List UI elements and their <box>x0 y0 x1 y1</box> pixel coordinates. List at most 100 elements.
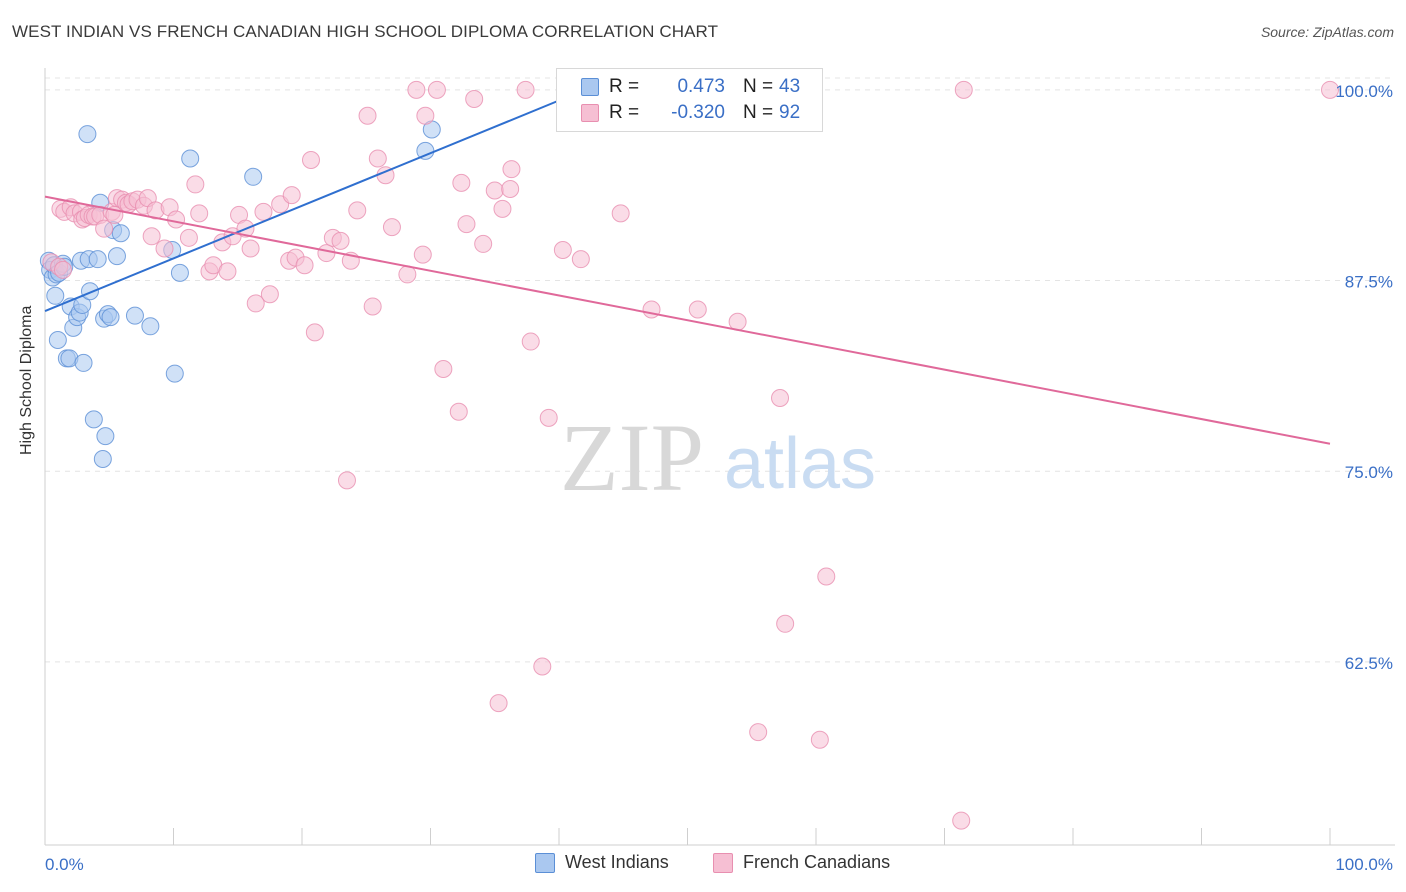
french-canadians-point <box>382 218 401 237</box>
legend-swatch-blue <box>581 78 599 96</box>
french-canadians-point <box>611 204 630 223</box>
french-canadians-point <box>954 80 973 99</box>
french-canadians-point <box>553 241 572 260</box>
west-indians-point <box>165 364 184 383</box>
french-canadians-point <box>167 210 186 229</box>
french-canadians-point <box>489 694 508 713</box>
west-indians-point <box>93 450 112 469</box>
watermark-zip: ZIP <box>560 404 704 511</box>
series-label-french-canadians: French Canadians <box>743 852 891 872</box>
french-canadians-point <box>571 250 590 269</box>
french-canadians-point <box>817 567 836 586</box>
french-canadians-point <box>502 160 521 179</box>
west-indians-point <box>48 331 67 350</box>
french-canadians-point <box>776 614 795 633</box>
series-legend-west-indians: West Indians <box>535 852 669 873</box>
west-indians-point <box>181 149 200 168</box>
french-canadians-point <box>305 323 324 342</box>
legend-r-label: R = <box>609 102 640 123</box>
french-canadians-point <box>771 389 790 408</box>
french-canadians-trendline <box>44 195 1331 445</box>
french-canadians-point <box>301 151 320 170</box>
french-canadians-point <box>427 80 446 99</box>
chart-title: WEST INDIAN VS FRENCH CANADIAN HIGH SCHO… <box>12 22 719 41</box>
y-tick-label: 87.5% <box>1345 273 1393 292</box>
french-canadians-point <box>521 332 540 351</box>
y-tick-label: 62.5% <box>1345 654 1393 673</box>
series-legend: West Indians French Canadians <box>0 852 1406 876</box>
french-canadians-point <box>749 723 768 742</box>
french-canadians-point <box>368 149 387 168</box>
french-canadians-point <box>407 80 426 99</box>
y-tick-label: 75.0% <box>1345 463 1393 482</box>
west-indians-point <box>125 306 144 325</box>
west-indians-point <box>141 317 160 336</box>
french-canadians-point <box>282 186 301 205</box>
legend-n-label: N = <box>743 102 774 123</box>
west-indians-point <box>80 282 99 301</box>
french-canadians-point <box>218 262 237 281</box>
legend-row-west-indians: R = 0.473 N = 43 <box>581 75 800 99</box>
west-indians-point <box>101 308 120 327</box>
french-canadians-point <box>474 234 493 253</box>
french-canadians-point <box>241 239 260 258</box>
french-canadians-point <box>95 219 114 238</box>
french-canadians-point <box>254 202 273 221</box>
west-indians-point <box>84 410 103 429</box>
chart-source: Source: ZipAtlas.com <box>1260 24 1394 40</box>
legend-n-value: 92 <box>779 102 801 123</box>
french-canadians-point <box>358 106 377 125</box>
axes-layer <box>44 68 1395 846</box>
grid-layer <box>45 77 1395 663</box>
french-canadians-point <box>179 228 198 247</box>
west-indians-point <box>107 247 126 266</box>
legend-swatch-pink <box>581 104 599 122</box>
correlation-legend: R = 0.473 N = 43 R = -0.320 N = 92 <box>556 68 823 132</box>
french-canadians-point <box>539 408 558 427</box>
west-indians-trendline <box>44 99 560 312</box>
french-canadians-point <box>501 179 520 198</box>
legend-r-label: R = <box>609 76 640 97</box>
y-tick-label: 100.0% <box>1335 82 1393 101</box>
watermark: ZIP atlas <box>560 404 876 511</box>
x-tick-label-min: 0.0% <box>45 855 84 874</box>
french-canadians-point <box>452 173 471 192</box>
series-swatch-pink <box>713 852 733 873</box>
french-canadians-point <box>642 300 661 319</box>
series-label-west-indians: West Indians <box>565 852 669 872</box>
french-canadians-point <box>449 402 468 421</box>
series-legend-french-canadians: French Canadians <box>713 852 890 873</box>
west-indians-point <box>88 250 107 269</box>
x-tick-label-max: 100.0% <box>1335 855 1393 874</box>
series-swatch-blue <box>535 852 555 873</box>
west-indians-point <box>170 263 189 282</box>
french-canadians-point <box>413 245 432 264</box>
french-canadians-point <box>465 89 484 108</box>
french-canadians-point <box>190 204 209 223</box>
french-canadians-point <box>260 285 279 304</box>
legend-row-french-canadians: R = -0.320 N = 92 <box>581 101 800 125</box>
tick-labels: 62.5% 75.0% 87.5% 100.0% 0.0% 100.0% <box>45 82 1393 874</box>
french-canadians-point <box>485 181 504 200</box>
french-canadians-point <box>416 106 435 125</box>
watermark-atlas: atlas <box>724 424 876 504</box>
french-canadians-point <box>516 80 535 99</box>
french-canadians-point <box>331 231 350 250</box>
french-canadians-point <box>317 244 336 263</box>
west-indians-point <box>46 286 65 305</box>
french-canadians-point <box>1321 80 1339 99</box>
legend-n-label: N = <box>743 76 774 97</box>
trend-layer <box>44 99 1331 445</box>
french-canadians-point <box>348 201 367 220</box>
french-canadians-point <box>457 215 476 234</box>
french-canadians-point <box>728 312 747 331</box>
west-indians-point <box>111 224 130 243</box>
french-canadians-point <box>142 227 161 246</box>
french-canadians-point <box>363 297 382 316</box>
french-canadians-point <box>493 199 512 218</box>
french-canadians-point <box>434 360 453 379</box>
french-canadians-point <box>337 471 356 490</box>
french-canadians-point <box>246 294 265 313</box>
legend-n-value: 43 <box>779 76 801 97</box>
